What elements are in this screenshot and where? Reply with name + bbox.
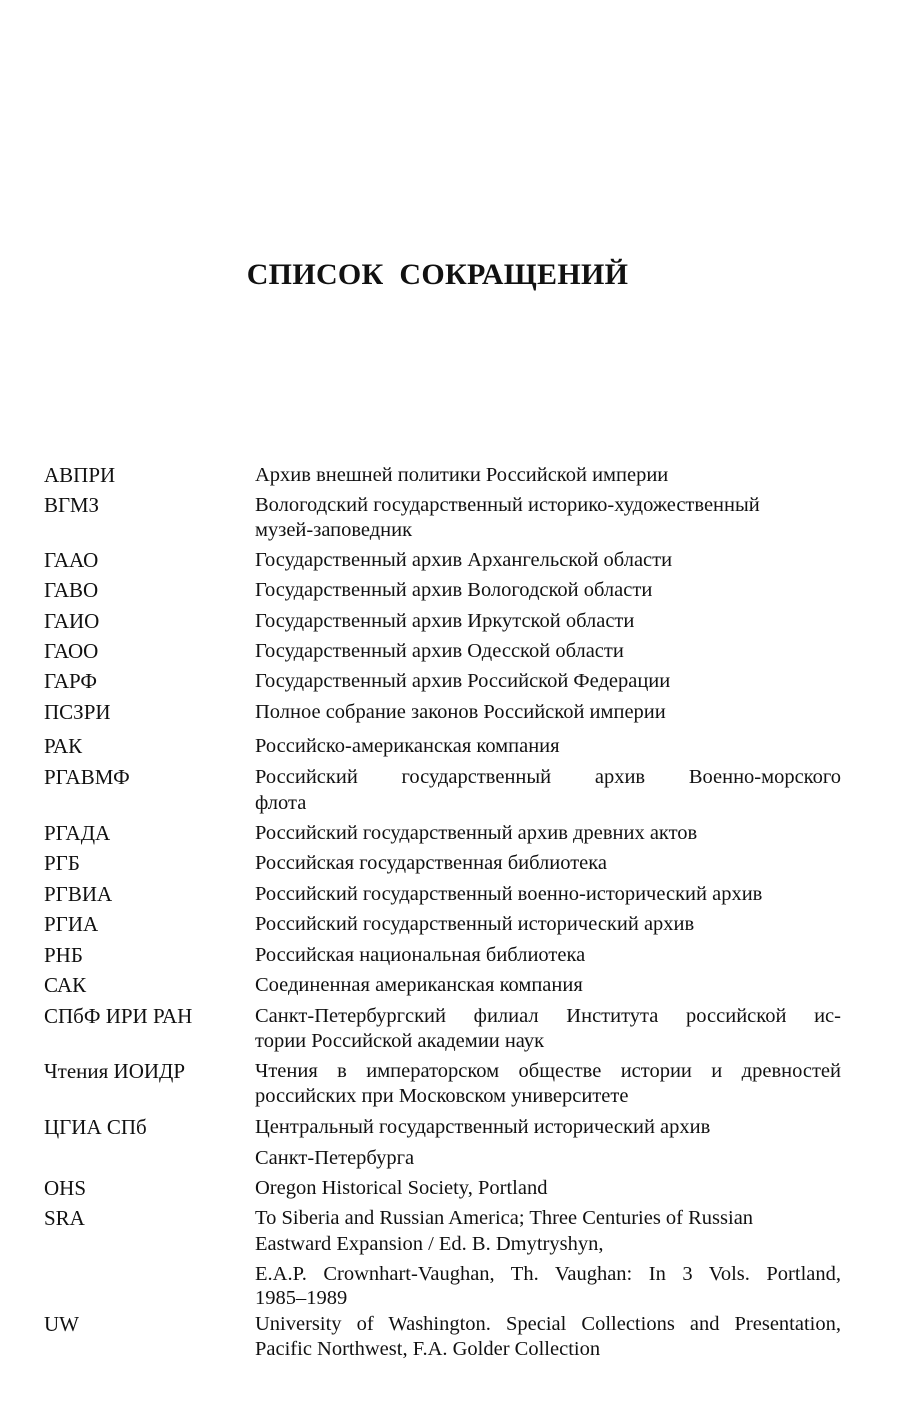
- abbreviation: РГАВМФ: [44, 765, 130, 789]
- abbreviation-definition-line: E.A.P. Crownhart-Vaughan, Th. Vaughan: I…: [255, 1263, 841, 1285]
- abbreviation: РНБ: [44, 943, 83, 967]
- abbreviation-definition-line: флота: [255, 792, 307, 814]
- abbreviation: ВГМЗ: [44, 493, 100, 517]
- abbreviation-definition-line: 1985–1989: [255, 1287, 348, 1309]
- abbreviation-definition-line: Российская национальная библиотека: [255, 944, 586, 966]
- abbreviation-definition-line: To Siberia and Russian America; Three Ce…: [255, 1207, 754, 1229]
- abbreviation-definition-line: Государственный архив Архангельской обла…: [255, 549, 673, 571]
- abbreviation: ГАВО: [44, 578, 99, 602]
- abbreviation-definition-line: Oregon Historical Society, Portland: [255, 1177, 548, 1199]
- abbreviation: SRA: [44, 1206, 85, 1230]
- abbreviation: OHS: [44, 1176, 87, 1200]
- abbreviation-definition-line: University of Washington. Special Collec…: [255, 1313, 841, 1335]
- abbreviation-definition-line: Российско-американская компания: [255, 735, 560, 757]
- abbreviation-definition-line: Чтения в императорском обществе истории …: [255, 1060, 841, 1082]
- abbreviation: ГАОО: [44, 639, 99, 663]
- abbreviation-definition-line: Государственный архив Иркутской области: [255, 610, 635, 632]
- abbreviation-definition-line: Российская государственная библиотека: [255, 852, 608, 874]
- abbreviation: САК: [44, 973, 87, 997]
- abbreviation: ЦГИА СПб: [44, 1115, 147, 1139]
- abbreviation: ГАРФ: [44, 669, 97, 693]
- abbreviation: РГАДА: [44, 821, 111, 845]
- abbreviation: ПСЗРИ: [44, 700, 111, 724]
- abbreviation-definition-line: Eastward Expansion / Ed. B. Dmytryshyn,: [255, 1233, 604, 1255]
- abbreviation-definition-line: Pacific Northwest, F.A. Golder Collectio…: [255, 1338, 601, 1360]
- abbreviation-definition-line: Российский государственный архив древних…: [255, 822, 698, 844]
- abbreviation-definition-line: Российский государственный исторический …: [255, 913, 695, 935]
- abbreviation: РГВИА: [44, 882, 113, 906]
- abbreviation-definition-line: Государственный архив Российской Федерац…: [255, 670, 671, 692]
- abbreviation: РГИА: [44, 912, 99, 936]
- abbreviation-definition-line: Российский государственный архив Военно-…: [255, 766, 841, 788]
- abbreviation: СПбФ ИРИ РАН: [44, 1004, 193, 1028]
- abbreviation-definition-line: Центральный государственный исторический…: [255, 1116, 711, 1138]
- abbreviation-definition-line: Государственный архив Вологодской област…: [255, 579, 653, 601]
- abbreviation: UW: [44, 1312, 79, 1336]
- abbreviation: Чтения ИОИДР: [44, 1059, 186, 1083]
- abbreviation: РГБ: [44, 851, 80, 875]
- abbreviation-definition-line: Санкт-Петербурга: [255, 1147, 415, 1169]
- abbreviation: ГАИО: [44, 609, 100, 633]
- abbreviation: АВПРИ: [44, 463, 116, 487]
- page-title: СПИСОК СОКРАЩЕНИЙ: [246, 258, 629, 291]
- abbreviation-definition-line: музей-заповедник: [255, 519, 413, 541]
- abbreviation: ГААО: [44, 548, 99, 572]
- abbreviation-definition-line: Соединенная американская компания: [255, 974, 583, 996]
- abbreviation-definition-line: Архив внешней политики Российской импери…: [255, 464, 669, 486]
- abbreviation-definition-line: Вологодский государственный историко-худ…: [255, 494, 760, 516]
- abbreviation-definition-line: Государственный архив Одесской области: [255, 640, 624, 662]
- abbreviation-definition-line: российских при Московском университете: [255, 1085, 629, 1107]
- abbreviation-definition-line: Полное собрание законов Российской импер…: [255, 701, 666, 723]
- abbreviation-definition-line: тории Российской академии наук: [255, 1030, 545, 1052]
- abbreviation: РАК: [44, 734, 83, 758]
- abbreviation-definition-line: Российский государственный военно-истори…: [255, 883, 763, 905]
- abbreviation-definition-line: Санкт-Петербургский филиал Института рос…: [255, 1005, 841, 1027]
